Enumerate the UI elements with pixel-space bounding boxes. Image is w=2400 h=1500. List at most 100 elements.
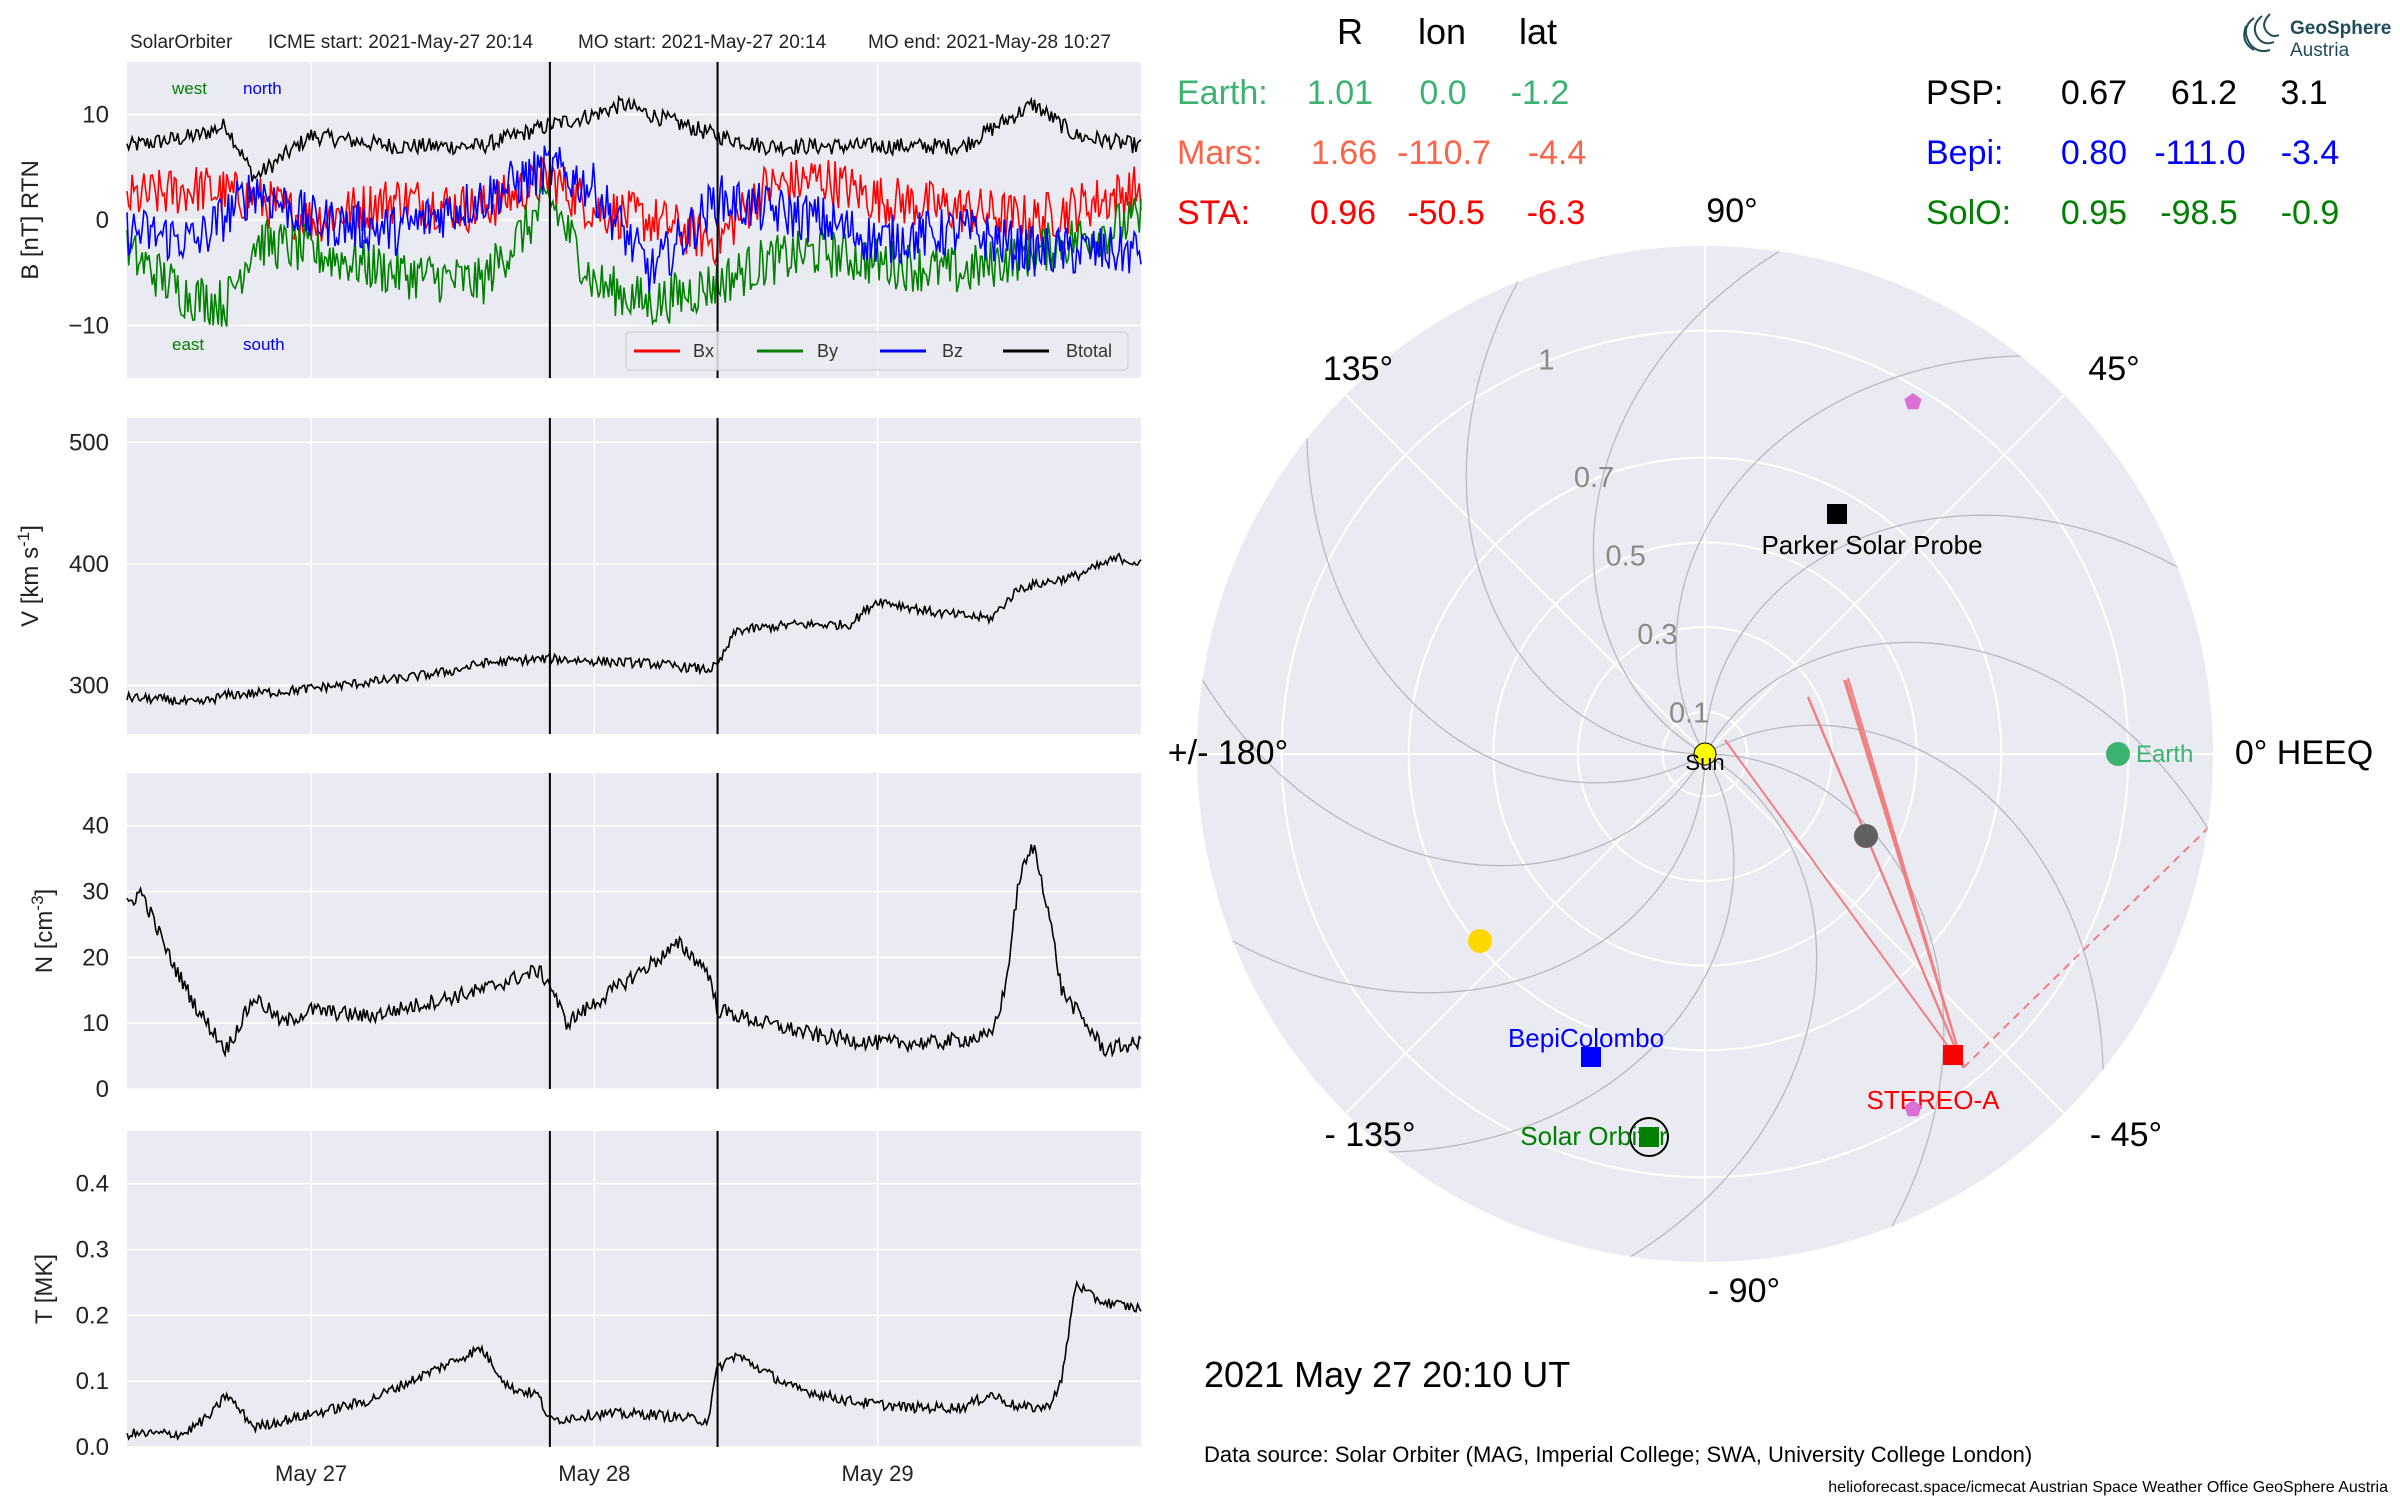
psp-lat: 3.1 [2280, 74, 2327, 112]
timestamp: 2021 May 27 20:10 UT [1204, 1354, 1570, 1395]
angle-label: - 45° [2090, 1116, 2162, 1154]
point-solo [1639, 1127, 1659, 1147]
sta-fov-dashed-line [1962, 825, 2211, 1069]
point-mars [1468, 929, 1492, 953]
sta-lat: -6.3 [1527, 194, 1586, 232]
y-tick-label: 0.3 [76, 1237, 109, 1264]
y-tick-label: 10 [82, 1010, 109, 1037]
bepi-lon: -111.0 [2154, 134, 2245, 172]
series-bx-line [126, 157, 1142, 267]
sta-lon: -50.5 [1407, 194, 1485, 232]
angular-grid-line [1704, 394, 2065, 755]
sta-fov-line [1843, 679, 1965, 1068]
angle-label: 0° HEEQ [2235, 734, 2373, 772]
parker-spiral-line [1197, 622, 1705, 867]
series-t-line [126, 1279, 1142, 1441]
y-tick-label: 500 [69, 429, 109, 456]
legend-label-bz: Bz [942, 341, 963, 361]
y-tick-label: 30 [82, 879, 109, 906]
header-icme-start: ICME start: 2021-May-27 20:14 [268, 32, 533, 53]
x-tick-label: May 29 [842, 1461, 914, 1486]
radial-tick-label: 1 [1538, 344, 1554, 376]
series-bz-line [126, 145, 1142, 293]
series-btotal-line [126, 94, 1142, 182]
solo-r: 0.95 [2061, 194, 2127, 232]
time-series-panels: −10 0 10 B [nT] RTN 300 400 500 V [km s-1] 0 10 20… [14, 62, 1142, 1486]
mars-r: 1.66 [1311, 134, 1377, 172]
earth-name: Earth: [1177, 74, 1268, 112]
label-west: west [171, 79, 207, 98]
parker-spiral-line [1573, 754, 1818, 1262]
polar-position-plot: 0.1 0.3 0.5 0.7 1 0° HEEQ 45° 90° 135° +/- 180° - … [1168, 192, 2373, 1310]
sta-name: STA: [1177, 194, 1250, 232]
table-row-earth: Earth: 1.01 0.0 -1.2 [1177, 74, 1569, 112]
series-by-line [126, 182, 1142, 327]
sta-to-sun-line [1724, 739, 1965, 1069]
table-row-psp: PSP: 0.67 61.2 3.1 [1926, 74, 2328, 112]
y-axis-label: T [MK] [31, 1254, 58, 1324]
point-sta-label: STEREO-A [1867, 1085, 2001, 1115]
psp-name: PSP: [1926, 74, 2003, 112]
angular-grid-line [1704, 753, 2065, 1114]
panel-1: −10 0 10 B [nT] RTN [17, 62, 1142, 378]
y-tick-label: 20 [82, 944, 109, 971]
point-earth-label: Earth [2136, 741, 2193, 768]
legend-label-bx: Bx [693, 341, 714, 361]
data-source: Data source: Solar Orbiter (MAG, Imperia… [1204, 1442, 2032, 1467]
y-axis-label: B [nT] RTN [17, 160, 44, 280]
psp-r: 0.67 [2061, 74, 2127, 112]
parker-spiral-line [1706, 724, 2104, 1134]
point-sun-label: Sun [1685, 750, 1724, 775]
label-south: south [243, 335, 285, 354]
y-tick-label: −10 [68, 312, 109, 339]
y-tick-label: 0 [96, 1076, 109, 1103]
parker-spiral-line [1325, 755, 1735, 1153]
mars-lon: -110.7 [1397, 134, 1491, 172]
angular-grid-line [1345, 394, 1706, 755]
radial-tick-label: 0.7 [1574, 462, 1614, 494]
earth-r: 1.01 [1307, 74, 1373, 112]
point-earth [2106, 742, 2130, 766]
parker-spiral-line [1197, 756, 1706, 994]
label-north: north [243, 79, 282, 98]
x-tick-label: May 28 [558, 1461, 630, 1486]
angle-label: - 90° [1708, 1272, 1780, 1310]
y-tick-label: 0.1 [76, 1368, 109, 1395]
legend-label-btotal: Btotal [1066, 341, 1112, 361]
earth-lat: -1.2 [1511, 74, 1570, 112]
series-n-line [126, 844, 1142, 1058]
angle-label: - 135° [1324, 1116, 1415, 1154]
y-axis-label: N [cm-3] [28, 889, 58, 973]
angle-label: +/- 180° [1168, 734, 1288, 772]
point-psp [1827, 504, 1847, 524]
y-tick-label: 10 [82, 102, 109, 129]
point-bepi-label: BepiColombo [1508, 1023, 1664, 1053]
legend-label-by: By [817, 341, 838, 361]
panel-2: 300 400 500 V [km s-1] [14, 418, 1142, 734]
legend-box [625, 331, 1129, 371]
table-header-lon: lon [1418, 11, 1466, 52]
radial-tick-label: 0.3 [1637, 619, 1677, 651]
bepi-lat: -3.4 [2281, 134, 2340, 172]
point-solo-label: Solar Orbiter [1520, 1121, 1668, 1151]
angle-label: 90° [1706, 192, 1757, 230]
sta-fov-line [1806, 696, 1965, 1069]
y-tick-label: 0.2 [76, 1302, 109, 1329]
angle-label: 45° [2088, 350, 2139, 388]
bepi-r: 0.80 [2061, 134, 2127, 172]
panel-background [127, 418, 1141, 734]
table-header-r: R [1337, 11, 1363, 52]
radial-tick-label: 0.5 [1606, 541, 1646, 573]
earth-lon: 0.0 [1419, 74, 1466, 112]
point-sun [1693, 742, 1717, 766]
point-icme [1854, 824, 1878, 848]
table-row-sta: STA: 0.96 -50.5 -6.3 [1177, 194, 1585, 232]
table-row-mars: Mars: 1.66 -110.7 -4.4 [1177, 134, 1586, 172]
mars-name: Mars: [1177, 134, 1262, 172]
x-tick-label: May 27 [275, 1461, 347, 1486]
parker-spiral-line [1707, 753, 1945, 1262]
solo-name: SolO: [1926, 194, 2011, 232]
point-pink-south [1904, 1100, 1922, 1117]
y-tick-label: 0 [96, 207, 109, 234]
panel-background [127, 1131, 1141, 1447]
